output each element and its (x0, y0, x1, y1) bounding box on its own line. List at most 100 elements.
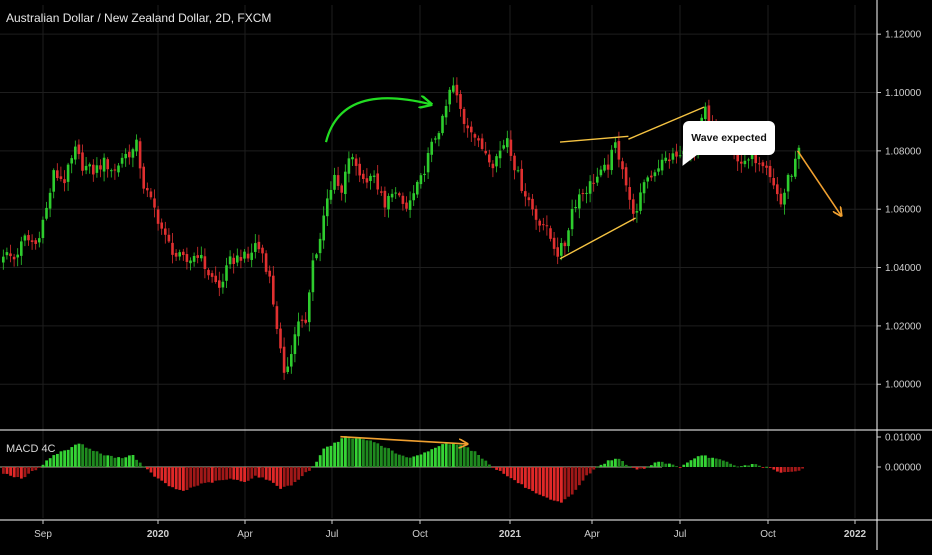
candle-body (794, 158, 797, 177)
candle-body (470, 126, 473, 133)
candle (243, 249, 246, 263)
macd-bar (545, 467, 549, 498)
macd-indicator-label[interactable]: MACD 4C (6, 443, 56, 455)
candle (516, 166, 520, 173)
candle-body (92, 164, 95, 175)
macd-bar (574, 467, 578, 490)
macd-bar (203, 467, 207, 483)
candle-body (41, 219, 45, 238)
macd-bar (761, 467, 765, 468)
macd-bar (99, 453, 102, 467)
macd-bar (660, 461, 664, 467)
macd-bar (711, 457, 714, 467)
candle-body (444, 106, 448, 118)
candle-body (639, 192, 642, 211)
x-tick-label: Oct (412, 529, 428, 540)
macd-bar (268, 467, 272, 481)
candle (207, 268, 210, 280)
candle-body (120, 157, 124, 164)
macd-bar (401, 455, 405, 467)
macd-divergence-arrow[interactable] (340, 435, 466, 444)
x-tick-label: 2022 (844, 529, 867, 540)
candle (675, 143, 678, 164)
candle (477, 135, 480, 148)
candle (210, 270, 214, 283)
candle-body (336, 175, 340, 186)
macd-bar (560, 467, 563, 503)
candle-body (142, 166, 145, 189)
candle-body (63, 179, 66, 184)
candle-body (218, 280, 221, 288)
candle-body (592, 182, 595, 184)
macd-bar (347, 437, 351, 467)
macd-bar (689, 460, 693, 467)
trend-line[interactable] (559, 135, 629, 143)
candle-body (84, 165, 88, 171)
candle-body (516, 170, 520, 172)
candle (635, 203, 639, 223)
candle (513, 152, 516, 180)
macd-bar (369, 440, 372, 467)
candle-body (642, 182, 646, 194)
candle-body (740, 161, 743, 164)
candle (527, 192, 531, 207)
candle (470, 121, 473, 142)
candle-body (599, 169, 603, 176)
macd-bar (462, 446, 466, 467)
macd-bar (120, 458, 124, 467)
macd-bar (210, 467, 214, 483)
candle (531, 193, 534, 216)
candle-body (419, 175, 423, 185)
candle (563, 240, 567, 256)
candle (668, 153, 671, 169)
candle-body (354, 158, 358, 166)
x-tick-label: Sep (34, 529, 52, 540)
macd-bar (610, 460, 614, 467)
candle-body (81, 152, 84, 171)
candle-body (153, 198, 156, 208)
macd-histogram (2, 436, 804, 503)
candle-body (297, 321, 300, 337)
x-tick-label: 2020 (147, 529, 170, 540)
y-tick-label: 1.00000 (885, 380, 922, 391)
candle (124, 148, 127, 167)
candle-body (747, 159, 750, 161)
macd-bar (110, 455, 113, 467)
candle (786, 173, 790, 199)
macd-bar (603, 463, 606, 467)
candle (405, 196, 408, 212)
macd-bar (160, 467, 164, 481)
projection-arrow[interactable] (796, 150, 841, 215)
x-tick-label: Jul (674, 529, 687, 540)
trend-line[interactable] (628, 106, 705, 140)
candle (84, 157, 88, 175)
trend-curved-arrow[interactable] (324, 98, 430, 143)
trend-line[interactable] (559, 217, 636, 260)
candle (506, 130, 509, 154)
candle-body (675, 151, 678, 157)
candle-body (671, 153, 675, 160)
macd-bar (34, 467, 38, 471)
macd-bar (408, 457, 412, 467)
macd-bar (185, 467, 189, 490)
candle-body (610, 149, 613, 171)
candle-body (124, 153, 127, 159)
candle (552, 232, 556, 256)
macd-bar (722, 460, 725, 467)
candle (520, 160, 523, 194)
candle (596, 167, 599, 186)
candle (768, 160, 772, 183)
candle-body (459, 94, 462, 109)
candle-body (624, 167, 628, 186)
candle (534, 205, 538, 230)
candle (113, 163, 117, 180)
candle-body (488, 154, 491, 163)
candle (77, 139, 81, 160)
y-tick-label: 1.02000 (885, 321, 922, 332)
annotations (324, 98, 841, 444)
candle (257, 234, 261, 253)
macd-bar (642, 467, 646, 469)
candle-body (646, 177, 649, 182)
candle (621, 157, 624, 179)
candle (437, 131, 441, 147)
